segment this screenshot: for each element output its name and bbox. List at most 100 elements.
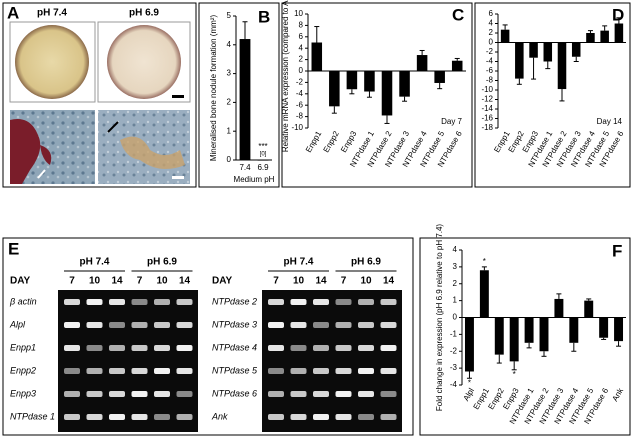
gel-band: [380, 391, 397, 397]
condition-label: pH 6.9: [129, 8, 159, 19]
bar: [464, 317, 474, 372]
gel-band: [313, 414, 329, 420]
y-tick-label: -16: [481, 114, 493, 123]
gel-band: [131, 368, 148, 374]
x-tick-label: Enpp2: [322, 129, 342, 154]
gel-band: [154, 299, 170, 305]
gel-band: [109, 299, 125, 305]
gene-label: NTPdase 2: [212, 296, 257, 306]
stain: [40, 145, 52, 165]
gel-band: [86, 322, 103, 328]
bar: [311, 42, 323, 71]
panel-frame: [281, 2, 473, 188]
y-tick-label: -12: [481, 95, 493, 104]
gel-band: [358, 299, 374, 305]
arrow: [37, 169, 46, 179]
y-tick-label: 10: [294, 9, 303, 18]
gene-label: Enpp1: [10, 342, 36, 352]
gel-band: [380, 322, 397, 328]
panel-frame: [198, 2, 280, 188]
value-label: [0]: [260, 152, 267, 158]
gel-band: [290, 322, 307, 328]
panel-label: B: [258, 7, 270, 26]
day-title: DAY: [212, 276, 233, 287]
gel-band: [290, 299, 307, 305]
bar: [451, 60, 463, 71]
y-tick-label: 6: [299, 32, 304, 41]
y-tick-label: 4: [227, 40, 232, 49]
condition-label: pH 7.4: [37, 8, 67, 19]
gel-band: [86, 414, 103, 420]
gel-band: [380, 414, 397, 420]
group-label: pH 7.4: [79, 257, 109, 268]
panel-frame: [2, 237, 414, 436]
y-tick-label: 2: [489, 28, 494, 37]
gel-band: [268, 345, 284, 351]
gel-band: [313, 391, 329, 397]
panel-label: C: [452, 5, 464, 24]
x-tick-label: Alpl: [462, 386, 477, 402]
gene-label: Alpl: [9, 319, 26, 329]
bar: [239, 39, 251, 160]
gel-band: [176, 345, 193, 351]
y-tick-label: 6: [489, 9, 494, 18]
gene-label: Enpp3: [10, 388, 36, 398]
day-label: 14: [383, 276, 395, 287]
gene-label: NTPdase 6: [212, 388, 257, 398]
gel-band: [290, 345, 307, 351]
y-tick-label: -4: [450, 380, 458, 389]
y-tick-label: 2: [453, 279, 458, 288]
gel-band: [154, 345, 170, 351]
day-label: 7: [137, 276, 143, 287]
gel-band: [176, 368, 193, 374]
significance: *: [513, 370, 516, 379]
group-label: pH 6.9: [351, 257, 381, 268]
gel-band: [358, 414, 374, 420]
y-axis-label: Relative mRNA expression (compared to Al…: [281, 0, 290, 152]
panel-label: A: [7, 3, 19, 22]
y-tick-label: 0: [489, 38, 494, 47]
gene-label: NTPdase 4: [212, 342, 257, 352]
y-tick-label: 2: [299, 55, 304, 64]
bar: [584, 300, 594, 318]
gel-band: [335, 368, 352, 374]
arrow: [107, 121, 119, 133]
day-label: 14: [111, 276, 123, 287]
gel-band: [268, 299, 284, 305]
x-tick-label: 6.9: [257, 163, 269, 172]
bar: [500, 29, 510, 43]
gene-label: NTPdase 1: [10, 411, 55, 421]
bar: [434, 71, 445, 83]
gel-band: [380, 368, 397, 374]
gel-band: [64, 391, 80, 397]
gel-band: [335, 345, 352, 351]
y-axis-label: Fold change in expression (pH 6.9 relati…: [435, 224, 444, 412]
gel-band: [131, 322, 148, 328]
day-label: 10: [293, 276, 305, 287]
significance: *: [468, 378, 471, 387]
bar: [479, 270, 489, 318]
y-tick-label: -2: [486, 47, 494, 56]
gel-band: [313, 345, 329, 351]
gel-band: [313, 368, 329, 374]
y-tick-label: 3: [227, 69, 232, 78]
gel-band: [268, 391, 284, 397]
gel-band: [380, 345, 397, 351]
gel-band: [358, 322, 374, 328]
bar: [557, 42, 567, 90]
y-tick-label: -10: [481, 85, 493, 94]
y-tick-label: -14: [481, 104, 493, 113]
bar: [600, 30, 609, 43]
bar: [416, 55, 428, 71]
dish-image: [15, 25, 89, 99]
gel-band: [380, 299, 397, 305]
gel-band: [109, 391, 125, 397]
y-tick-label: 3: [453, 262, 458, 271]
bar: [614, 317, 624, 342]
scale-bar: [172, 95, 184, 98]
scale-bar: [172, 176, 184, 179]
gel-band: [358, 368, 374, 374]
gel-band: [335, 391, 352, 397]
day-label: 14: [179, 276, 191, 287]
